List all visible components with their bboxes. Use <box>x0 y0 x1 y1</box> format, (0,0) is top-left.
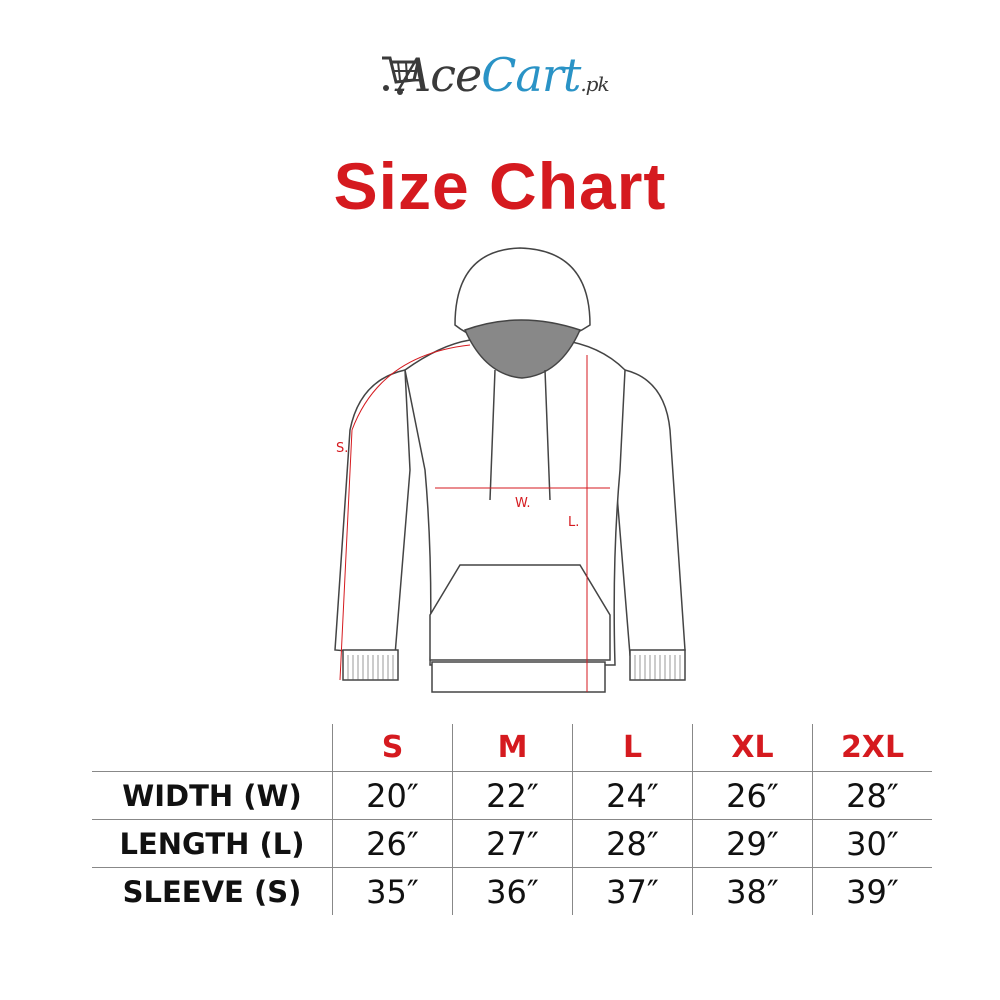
table-cell: 26″ <box>692 771 813 820</box>
acecart-logo: AceCart.pk <box>380 48 670 113</box>
table-cell: 20″ <box>332 771 453 820</box>
left-cuff <box>342 649 399 681</box>
page-title: Size Chart <box>333 149 667 223</box>
left-sleeve <box>334 369 411 656</box>
length-label: L. <box>568 515 579 530</box>
table-cell: 24″ <box>572 771 693 820</box>
table-cell: 29″ <box>692 819 813 868</box>
hood-opening <box>463 319 582 379</box>
logo-suffix: .pk <box>580 72 609 96</box>
size-header: L <box>572 724 693 772</box>
size-header: S <box>332 724 453 772</box>
table-cell: 28″ <box>812 771 932 820</box>
sleeve-label: S. <box>336 441 348 456</box>
table-row: SLEEVE (S) 35″ 36″ 37″ 38″ 39″ <box>92 867 932 915</box>
table-cell: 30″ <box>812 819 932 868</box>
sleeve-measure-line <box>339 344 471 681</box>
row-label: SLEEVE (S) <box>92 867 333 915</box>
hoodie-diagram: S. W. L. <box>334 247 686 693</box>
table-row: LENGTH (L) 26″ 27″ 28″ 29″ 30″ <box>92 819 932 868</box>
table-cell: 36″ <box>452 867 573 915</box>
logo-ace: Ace <box>398 48 482 102</box>
table-cell: 27″ <box>452 819 573 868</box>
table-row: WIDTH (W) 20″ 22″ 24″ 26″ 28″ <box>92 771 932 820</box>
row-label: LENGTH (L) <box>92 819 333 868</box>
width-label: W. <box>515 496 531 511</box>
table-cell: 39″ <box>812 867 932 915</box>
logo-cart: Cart <box>481 48 581 102</box>
table-cell: 37″ <box>572 867 693 915</box>
size-header: 2XL <box>812 724 932 772</box>
table-cell: 22″ <box>452 771 573 820</box>
size-header: XL <box>692 724 813 772</box>
waistband <box>431 661 606 693</box>
size-header: M <box>452 724 573 772</box>
table-cell: 26″ <box>332 819 453 868</box>
table-cell: 28″ <box>572 819 693 868</box>
shopping-cart-icon <box>382 56 420 95</box>
right-cuff <box>629 649 686 681</box>
row-label: WIDTH (W) <box>92 771 333 820</box>
pocket <box>429 564 611 661</box>
table-cell: 38″ <box>692 867 813 915</box>
right-sleeve <box>614 369 686 656</box>
size-table: S M L XL 2XL WIDTH (W) 20″ 22″ 24″ 26″ 2… <box>92 724 932 915</box>
table-header-row: S M L XL 2XL <box>92 724 932 772</box>
table-cell: 35″ <box>332 867 453 915</box>
